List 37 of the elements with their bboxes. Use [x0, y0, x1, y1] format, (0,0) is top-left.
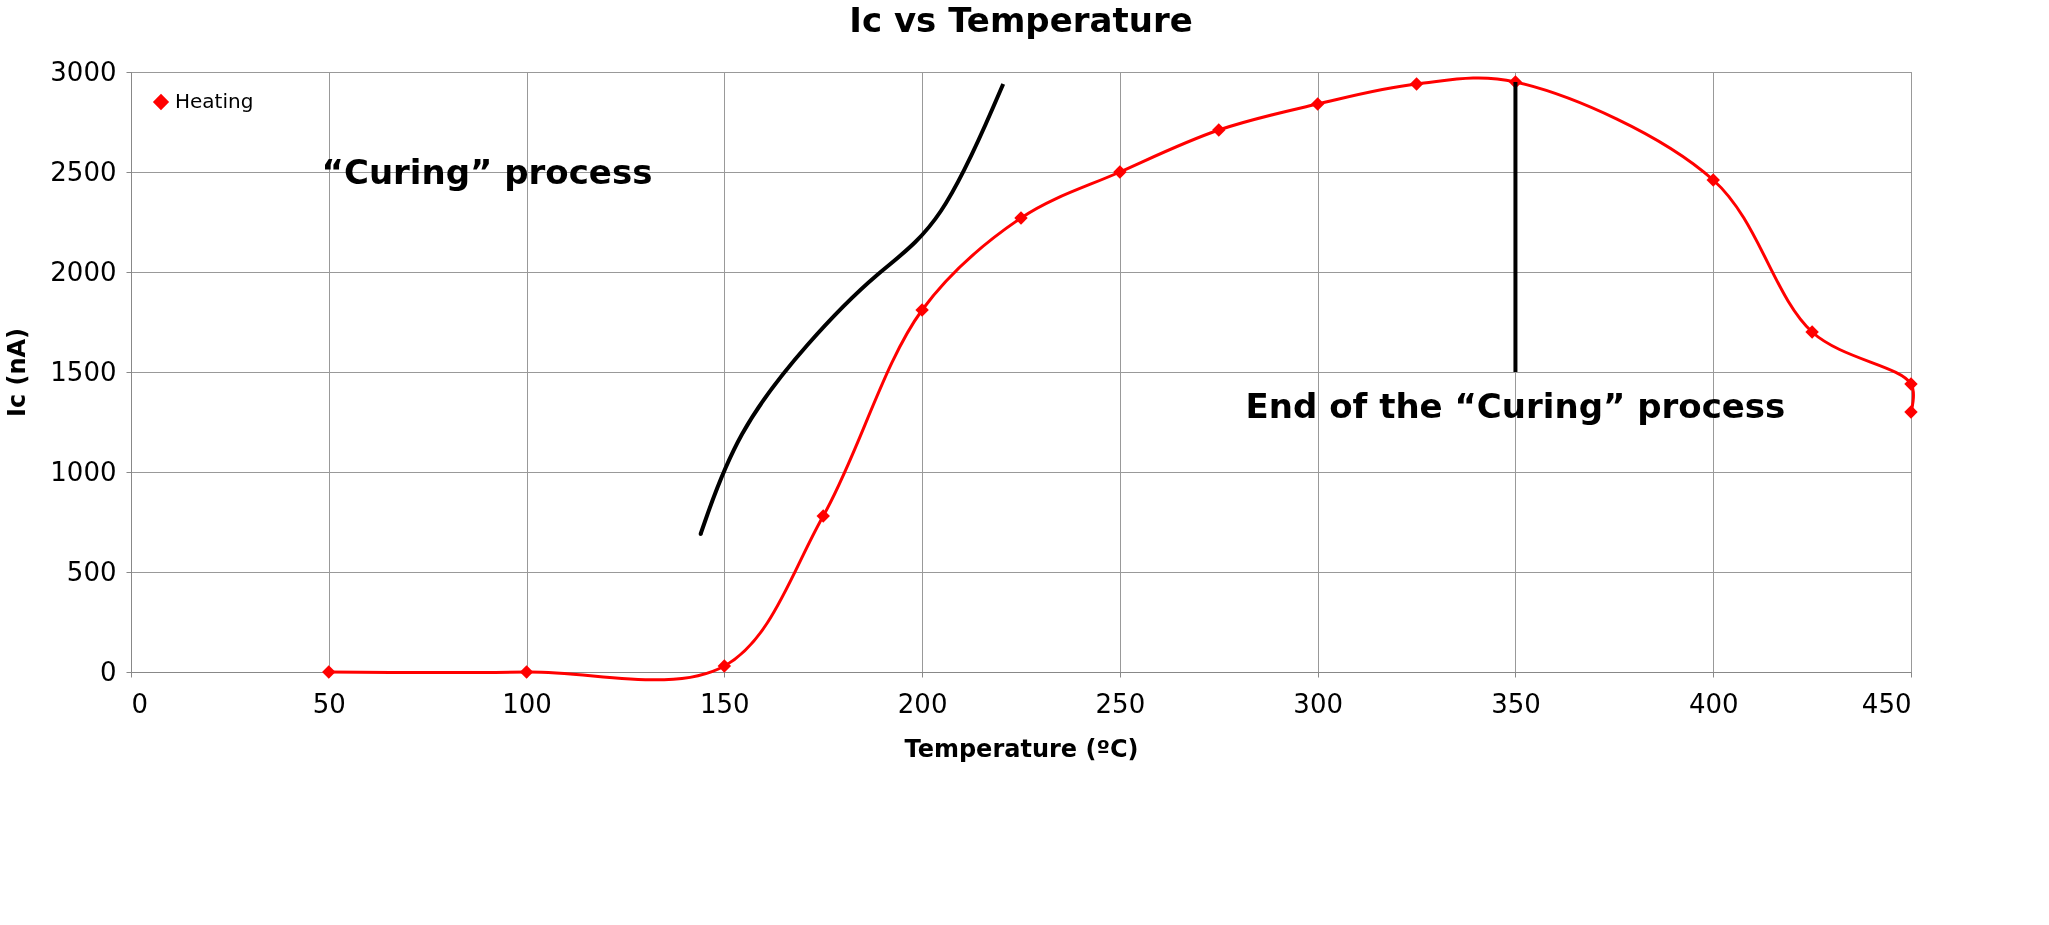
x-tick-label: 0 — [131, 688, 149, 719]
y-tick-label: 3000 — [50, 56, 117, 87]
point — [1805, 325, 1819, 339]
x-tick-label: 150 — [700, 688, 750, 719]
annotation: End of the “Curing” process — [1245, 386, 1786, 426]
point — [1904, 377, 1918, 391]
y-tick-label: 2000 — [50, 256, 117, 287]
x-tick-label: 350 — [1491, 688, 1541, 719]
x-tick-label: 100 — [502, 688, 552, 719]
point — [816, 509, 830, 523]
x-tick-label: 250 — [1095, 688, 1146, 719]
point — [1706, 173, 1720, 187]
y-tick-label: 1000 — [50, 456, 117, 487]
x-tick-label: 400 — [1688, 688, 1739, 719]
chart-title: Ic vs Temperature — [849, 0, 1193, 40]
legend-label: Heating — [175, 89, 254, 113]
point — [1310, 97, 1325, 111]
y-tick-label: 500 — [66, 556, 117, 587]
point — [915, 303, 929, 317]
y-tick-label: 2500 — [50, 156, 117, 187]
annotation: “Curing” process — [321, 152, 653, 192]
point — [1014, 211, 1028, 225]
y-tick-label: 1500 — [50, 356, 117, 387]
x-tick-label: 450 — [1861, 688, 1912, 719]
point — [1409, 77, 1424, 91]
x-tick-label: 200 — [897, 688, 948, 719]
point — [322, 665, 336, 679]
point — [1904, 405, 1918, 419]
point — [717, 659, 732, 673]
x-tick-label: 300 — [1293, 688, 1343, 719]
point — [1113, 165, 1127, 179]
x-axis-title: Temperature (ºC) — [904, 734, 1139, 763]
point — [519, 665, 534, 679]
y-axis-title: Ic (nA) — [3, 327, 32, 418]
y-tick-label: 0 — [99, 656, 117, 687]
x-tick-label: 50 — [312, 688, 346, 719]
point — [1212, 123, 1226, 137]
